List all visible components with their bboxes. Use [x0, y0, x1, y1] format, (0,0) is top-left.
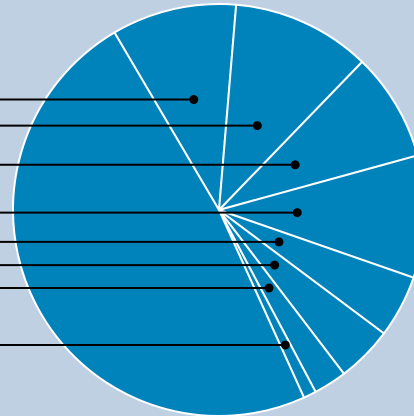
pie-slice-2 [218, 3, 364, 211]
leader-dot-4 [292, 208, 302, 218]
pie-slice-1 [113, 3, 238, 211]
pie-slice-4 [218, 155, 414, 279]
leader-dot-8 [280, 340, 290, 350]
leader-dot-1 [189, 95, 199, 105]
leader-dot-5 [274, 237, 284, 247]
leader-dot-2 [252, 121, 262, 131]
leader-dot-6 [270, 260, 280, 270]
pie-slices [12, 3, 414, 416]
leader-dot-3 [290, 160, 300, 170]
leader-dot-7 [264, 283, 274, 293]
pie-slice-3 [218, 60, 414, 211]
leader-lines [0, 95, 302, 350]
